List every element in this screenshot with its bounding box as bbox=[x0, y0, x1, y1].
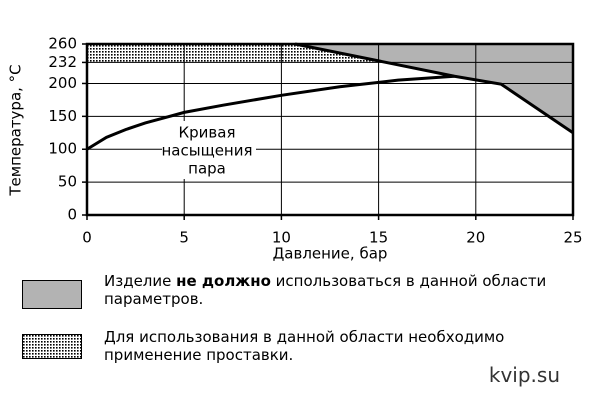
dotted-fill bbox=[23, 335, 81, 358]
annotation: пара bbox=[188, 160, 226, 178]
x-tick-label: 10 bbox=[272, 229, 291, 247]
forbidden-zone bbox=[295, 44, 573, 133]
annotation: Кривая bbox=[179, 124, 236, 142]
x-tick-label: 0 bbox=[82, 229, 92, 247]
watermark: kvip.su bbox=[488, 363, 560, 387]
y-tick-label: 100 bbox=[48, 140, 77, 158]
legend-swatch bbox=[22, 280, 82, 309]
swatch-pattern bbox=[23, 335, 81, 358]
legend-text-bold: не должно bbox=[176, 272, 271, 290]
legend-text-part: использоваться в данной области параметр… bbox=[104, 272, 547, 308]
line bbox=[294, 42, 574, 135]
x-tick-label: 5 bbox=[179, 229, 189, 247]
y-tick-label: 0 bbox=[67, 206, 77, 224]
y-tick-label: 232 bbox=[48, 53, 77, 71]
legend-swatch bbox=[22, 334, 82, 359]
annotation: насыщения bbox=[161, 142, 252, 160]
y-tick-label: 150 bbox=[48, 107, 77, 125]
line bbox=[86, 74, 455, 151]
plot-frame bbox=[85, 42, 575, 217]
x-tick-label: 15 bbox=[369, 229, 388, 247]
y-tick-label: 200 bbox=[48, 74, 77, 92]
y-tick-label: 260 bbox=[48, 35, 77, 53]
x-tick-label: 20 bbox=[466, 229, 485, 247]
y-tick-label: 50 bbox=[58, 173, 77, 191]
annotation-bg bbox=[162, 121, 256, 179]
legend-text-part: Изделие bbox=[104, 272, 177, 290]
legend-text: Изделие не должно использоваться в данно… bbox=[104, 272, 554, 308]
x-tick-label: 25 bbox=[563, 229, 582, 247]
y-axis-label: Температура, °C bbox=[7, 64, 25, 196]
x-axis-label: Давление, бар bbox=[273, 245, 388, 263]
legend-text: Для использования в данной области необх… bbox=[104, 328, 505, 364]
chart: Давление, бар Температура, °C 0 5 10 15 20 25… bbox=[7, 35, 583, 263]
